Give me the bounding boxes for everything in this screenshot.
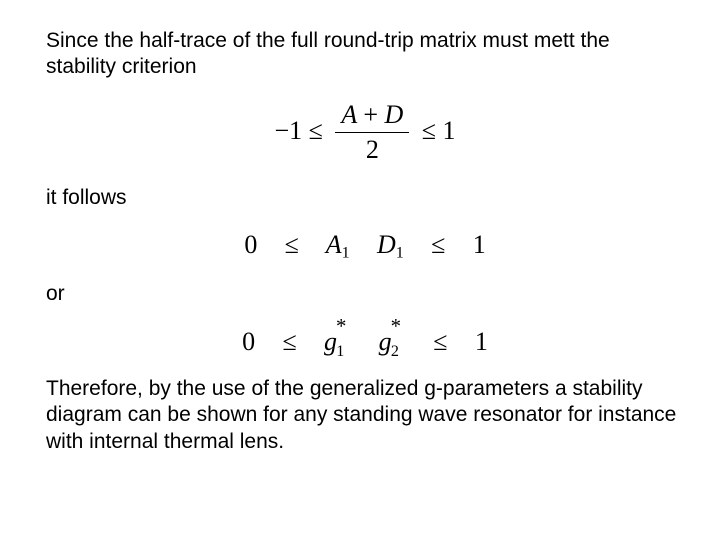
denominator: 2 (335, 132, 409, 167)
le-symbol: ≤ (285, 230, 299, 259)
subscript-1: 1 (336, 342, 344, 362)
var-D: D (377, 230, 396, 259)
superscript-star: * (336, 314, 346, 340)
le-symbol: ≤ (309, 115, 323, 144)
equation-3: 0 ≤ g * 1 g * 2 ≤ 1 (242, 326, 488, 359)
equation-2-block: 0 ≤ A1 D1 ≤ 1 (46, 229, 684, 264)
digit-1: 1 (475, 327, 488, 356)
digit-0: 0 (244, 230, 257, 259)
g2-star: g * 2 (379, 326, 392, 359)
le-symbol: ≤ (431, 230, 445, 259)
conclusion-text: Therefore, by the use of the generalized… (46, 376, 684, 455)
digit-1: 1 (289, 115, 302, 144)
g1-star: g * 1 (324, 326, 337, 359)
connector-text-2: or (46, 281, 684, 307)
equation-3-block: 0 ≤ g * 1 g * 2 ≤ 1 (46, 326, 684, 359)
var-D: D (384, 100, 403, 129)
fraction: A + D 2 (335, 99, 409, 167)
subscript-1: 1 (396, 244, 404, 261)
subscript-2: 2 (391, 342, 399, 362)
digit-1: 1 (443, 115, 456, 144)
equation-1-block: −1 ≤ A + D 2 ≤ 1 (46, 99, 684, 167)
equation-1: −1 ≤ A + D 2 ≤ 1 (274, 99, 455, 167)
plus-sign: + (363, 100, 378, 129)
var-A: A (341, 100, 356, 129)
digit-0: 0 (242, 327, 255, 356)
subscript-1: 1 (342, 244, 350, 261)
intro-text: Since the half-trace of the full round-t… (46, 28, 684, 81)
digit-1: 1 (473, 230, 486, 259)
connector-text-1: it follows (46, 185, 684, 211)
equation-2: 0 ≤ A1 D1 ≤ 1 (244, 229, 485, 264)
var-A: A (326, 230, 342, 259)
superscript-star: * (391, 314, 401, 340)
le-symbol: ≤ (422, 115, 436, 144)
le-symbol: ≤ (433, 327, 447, 356)
minus-sign: − (274, 115, 289, 144)
le-symbol: ≤ (282, 327, 296, 356)
